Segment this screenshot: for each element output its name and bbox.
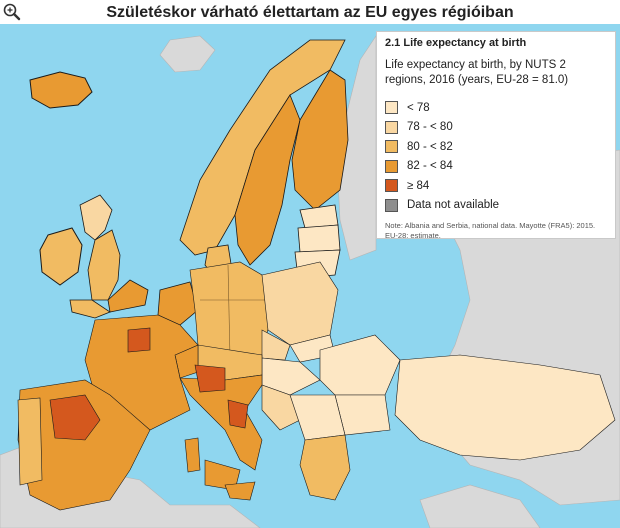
region-ireland [39,227,83,286]
legend-item: ≥ 84 [385,176,607,196]
region-sardinia [184,437,201,473]
region-romania-bulgaria [319,334,401,436]
legend-item-label: ≥ 84 [407,179,430,192]
region-finland [291,69,349,211]
region-sicily [224,481,256,501]
legend-swatch [385,159,398,173]
legend-item-label: Data not available [407,199,500,212]
legend-swatch [385,120,398,134]
region-greece [299,434,351,501]
region-uk [69,194,149,319]
legend-item-label: 80 - < 82 [407,140,453,153]
region-benelux [157,281,199,326]
region-poland [261,261,339,346]
map-title: Születéskor várható élettartam az EU egy… [106,4,514,21]
region-balkans [261,384,346,441]
legend-heading: 2.1 Life expectancy at birth [385,37,527,49]
legend-swatch [385,198,398,212]
region-sweden [234,94,301,266]
legend-item: < 78 [385,98,607,118]
region-germany [189,261,271,361]
legend-item-label: < 78 [407,101,430,114]
legend-swatch [385,179,398,193]
legend-item: Data not available [385,196,607,216]
legend-note: Note: Albania and Serbia, national data.… [385,221,596,240]
legend-swatch [385,140,398,154]
europe-map [0,24,620,528]
legend-item: 82 - < 84 [385,157,607,177]
legend-item-label: 82 - < 84 [407,160,453,173]
legend-subtitle: Life expectancy at birth, by NUTS 2 regi… [385,59,569,86]
legend-item: 78 - < 80 [385,118,607,138]
legend-item: 80 - < 82 [385,137,607,157]
region-iberia [17,379,151,511]
region-italy [179,364,263,491]
magnifier-plus-icon[interactable] [2,2,22,22]
region-turkey [394,354,616,461]
legend-panel: 2.1 Life expectancy at birth Life expect… [376,31,616,240]
legend-swatch [385,101,398,115]
region-iceland [29,71,93,109]
legend-item-label: 78 - < 80 [407,121,453,134]
